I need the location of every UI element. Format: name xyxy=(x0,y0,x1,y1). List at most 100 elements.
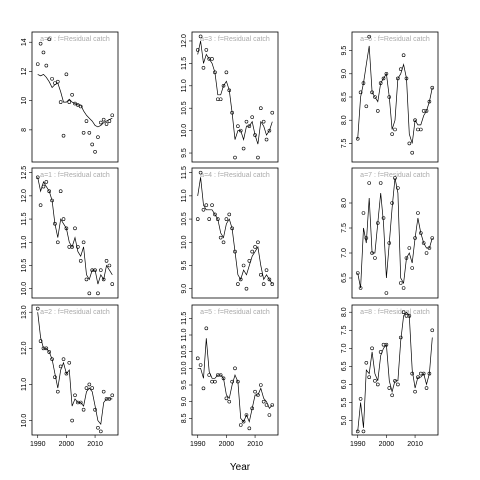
point xyxy=(90,386,94,390)
x-tick-label: 1990 xyxy=(190,441,206,448)
y-tick-label: 6.5 xyxy=(341,361,348,371)
point xyxy=(218,373,223,377)
point xyxy=(421,371,426,376)
panel-frame xyxy=(351,304,439,436)
point xyxy=(241,419,246,424)
point xyxy=(410,150,415,155)
point xyxy=(401,310,406,315)
point xyxy=(87,382,92,387)
y-tick-label: 11.5 xyxy=(181,312,188,325)
point xyxy=(99,120,103,125)
point xyxy=(270,282,275,286)
point xyxy=(81,130,86,135)
point xyxy=(221,376,226,381)
point xyxy=(110,282,115,286)
point xyxy=(238,277,243,282)
point xyxy=(430,85,435,90)
y-tick-label: 10.5 xyxy=(181,345,188,359)
y-tick-label: 12.0 xyxy=(181,34,188,48)
point xyxy=(264,268,269,272)
point xyxy=(207,217,211,221)
y-tick-label: 9.0 xyxy=(181,284,188,294)
point xyxy=(70,93,74,97)
fit-line xyxy=(37,177,113,285)
point xyxy=(67,360,72,365)
point xyxy=(230,379,234,384)
point xyxy=(47,350,52,354)
point xyxy=(404,256,409,260)
panel-label: a=2 : f=Residual catch xyxy=(40,309,110,316)
point xyxy=(90,142,94,147)
y-tick-label: 7.5 xyxy=(341,138,348,148)
point xyxy=(416,375,420,380)
point xyxy=(58,189,63,194)
point xyxy=(216,217,220,221)
point xyxy=(93,149,97,154)
point xyxy=(424,109,429,113)
x-tick-label: 2000 xyxy=(59,441,75,448)
point xyxy=(424,251,429,255)
point xyxy=(258,272,263,277)
point xyxy=(78,400,83,405)
point xyxy=(381,342,386,347)
panel-frame xyxy=(351,31,439,163)
point xyxy=(398,281,403,285)
point xyxy=(53,81,57,85)
fit-line xyxy=(197,40,273,145)
fit-line xyxy=(197,338,273,423)
point xyxy=(227,212,232,217)
point xyxy=(50,357,54,361)
fit-line xyxy=(197,177,273,285)
point xyxy=(401,53,406,58)
y-tick-label: 11.0 xyxy=(181,79,188,92)
y-tick-label: 12.0 xyxy=(21,189,28,203)
point xyxy=(373,256,377,260)
panel-frame xyxy=(31,167,119,299)
y-tick-label: 8.0 xyxy=(341,307,348,317)
point xyxy=(264,403,269,407)
y-tick-label: 10.5 xyxy=(181,212,188,226)
point xyxy=(201,386,206,391)
point xyxy=(73,101,77,106)
point xyxy=(233,249,237,254)
point xyxy=(38,339,43,343)
point xyxy=(81,407,86,412)
point xyxy=(370,346,374,351)
point xyxy=(87,130,92,135)
panel-frame xyxy=(31,31,119,163)
point xyxy=(107,263,112,268)
y-tick-label: 8.5 xyxy=(181,413,188,423)
point xyxy=(396,76,400,81)
panel-frame xyxy=(191,167,279,299)
point xyxy=(70,245,74,249)
point xyxy=(38,41,43,46)
y-tick-label: 6.5 xyxy=(341,273,348,283)
point xyxy=(84,277,89,282)
point xyxy=(233,366,237,371)
point xyxy=(367,181,372,185)
point xyxy=(253,133,257,137)
y-tick-label: 7.0 xyxy=(341,248,348,258)
point xyxy=(387,241,392,245)
point xyxy=(230,226,234,231)
point xyxy=(367,375,372,380)
point xyxy=(384,342,389,347)
point xyxy=(270,110,275,115)
point xyxy=(84,386,89,390)
point xyxy=(96,291,100,296)
point xyxy=(364,360,369,365)
point xyxy=(396,186,400,190)
point xyxy=(73,393,77,398)
point xyxy=(381,76,386,81)
point xyxy=(73,226,77,231)
point xyxy=(424,386,429,390)
point xyxy=(55,240,60,245)
point xyxy=(84,119,89,123)
fit-line xyxy=(357,177,433,289)
point xyxy=(64,371,69,376)
point xyxy=(404,76,409,81)
point xyxy=(378,181,383,185)
point xyxy=(355,429,360,434)
point xyxy=(256,240,260,245)
y-tick-label: 5.0 xyxy=(341,416,348,426)
